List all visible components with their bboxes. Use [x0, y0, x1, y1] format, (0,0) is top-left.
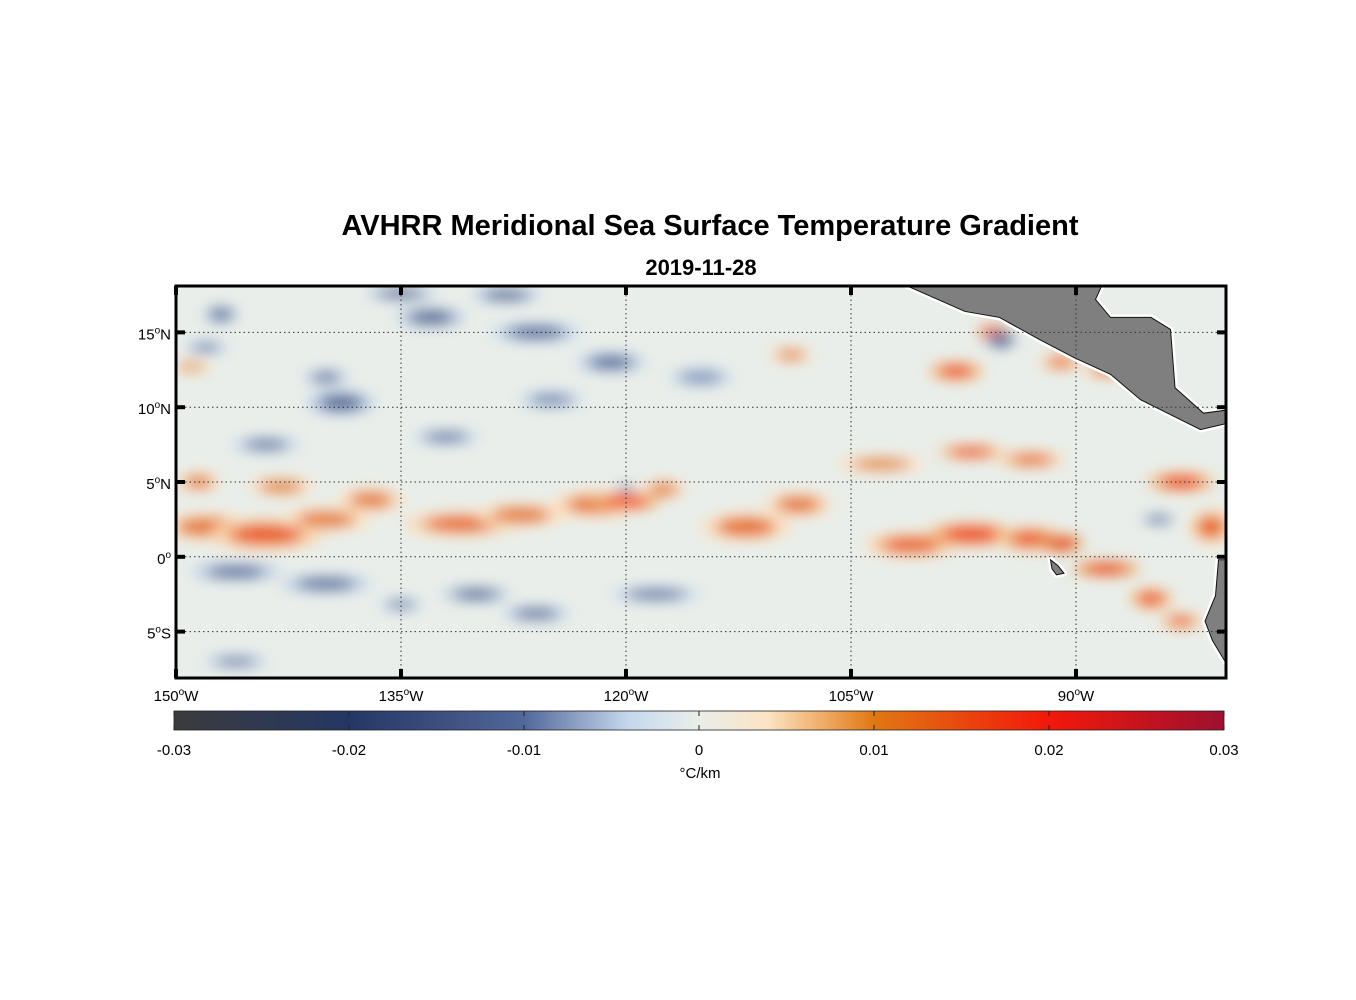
gradient-feature: [528, 394, 574, 405]
gradient-feature: [483, 290, 529, 300]
gradient-feature: [228, 524, 304, 545]
gradient-feature: [678, 371, 724, 384]
gradient-feature: [1147, 516, 1170, 523]
gradient-feature: [453, 589, 499, 599]
gradient-feature: [513, 609, 559, 619]
gradient-feature: [937, 365, 975, 378]
x-tick-label: 90oW: [1058, 687, 1095, 705]
ocean-background: [176, 286, 1226, 678]
gradient-feature: [296, 511, 356, 527]
gradient-feature: [258, 480, 304, 493]
colorbar-tick-label: -0.03: [157, 742, 191, 759]
land-mass: [1204, 559, 1226, 665]
gradient-feature: [991, 334, 1011, 346]
gradient-feature: [408, 311, 454, 324]
gradient-feature: [941, 526, 1001, 542]
colorbar-tick-label: -0.01: [507, 742, 541, 759]
gradient-feature: [386, 600, 416, 609]
gradient-feature: [1196, 515, 1226, 539]
x-tick-label: 135oW: [379, 687, 425, 705]
gradient-feature: [209, 309, 233, 320]
gradient-feature: [948, 447, 994, 457]
gradient-feature: [1136, 591, 1166, 606]
gradient-feature: [588, 356, 634, 369]
gradient-feature: [1046, 357, 1076, 368]
land-mass: [906, 286, 1226, 431]
gradient-feature: [1166, 615, 1196, 627]
gradient-feature: [1008, 454, 1054, 465]
gradient-feature: [648, 483, 679, 496]
colorbar-tick-label: 0.02: [1034, 742, 1063, 759]
gradient-feature: [348, 492, 394, 508]
y-tick-label: 5oN: [146, 475, 171, 493]
x-tick-label: 120oW: [604, 687, 650, 705]
colorbar-tick-label: 0.03: [1209, 742, 1238, 759]
land-mass: [1049, 558, 1065, 576]
gradient-feature: [213, 657, 259, 666]
colorbar-tick-label: 0: [695, 742, 703, 759]
colorbar-tick-label: 0.01: [859, 742, 888, 759]
gradient-feature: [776, 496, 821, 512]
gradient-feature: [176, 363, 206, 371]
chart-title: AVHRR Meridional Sea Surface Temperature…: [341, 210, 1078, 242]
gradient-feature: [881, 537, 941, 553]
colorbar-tick-label: -0.02: [332, 742, 366, 759]
map-area: [176, 286, 1226, 678]
gradient-feature: [296, 578, 356, 589]
gradient-feature: [311, 372, 341, 382]
y-tick-label: 0o: [157, 550, 171, 568]
chart-subtitle: 2019-11-28: [645, 255, 756, 280]
gradient-feature: [776, 350, 806, 360]
x-tick-label: 105oW: [829, 687, 875, 705]
colorbar-label: °C/km: [680, 765, 721, 782]
gradient-feature: [423, 432, 469, 442]
y-tick-label: 5oS: [147, 625, 171, 643]
y-tick-label: 15oN: [138, 325, 171, 343]
gradient-feature: [491, 507, 551, 523]
gradient-feature: [1083, 564, 1129, 574]
gradient-feature: [626, 589, 686, 599]
gradient-feature: [206, 566, 266, 578]
gradient-feature: [191, 343, 221, 352]
gradient-feature: [851, 458, 911, 470]
gradient-feature: [621, 484, 631, 491]
x-tick-label: 150oW: [154, 687, 200, 705]
gradient-feature: [423, 516, 499, 532]
gradient-feature: [603, 496, 649, 507]
gradient-feature: [1046, 538, 1076, 549]
colorbar: -0.03 -0.02 -0.01 0 0.01 0.02 0.03: [157, 710, 1239, 759]
gradient-feature: [318, 395, 364, 411]
gradient-feature: [243, 440, 289, 450]
gradient-feature: [716, 517, 776, 536]
y-tick-label: 10oN: [138, 400, 171, 418]
